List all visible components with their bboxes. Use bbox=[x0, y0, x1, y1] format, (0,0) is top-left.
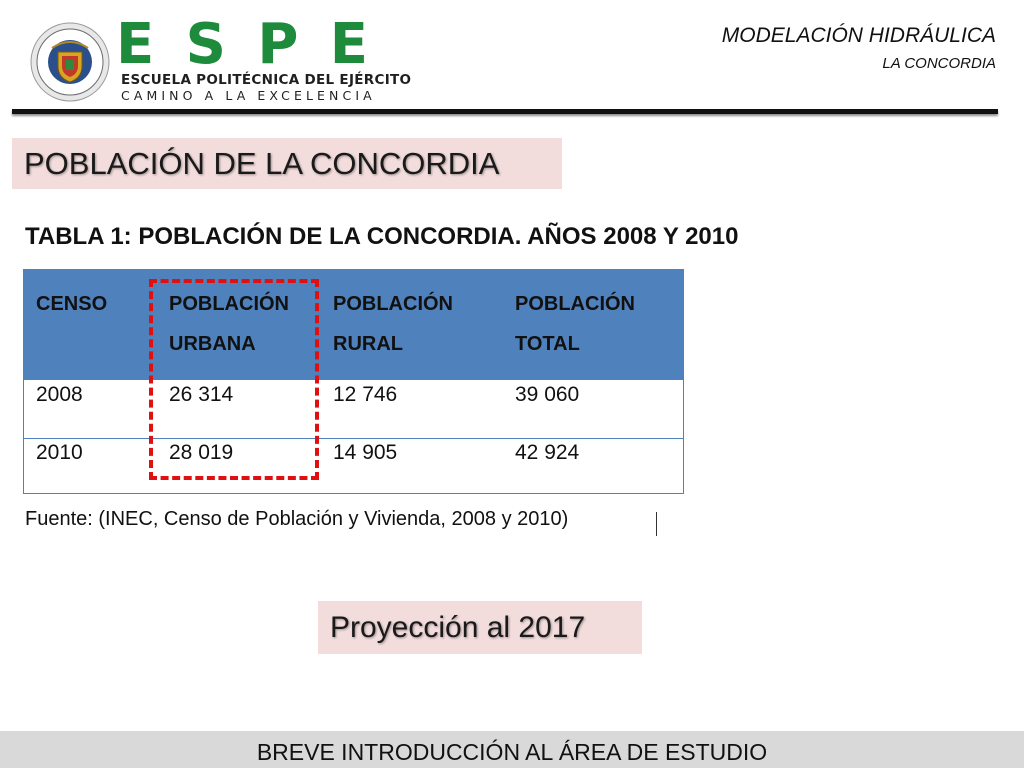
header-cell-line: RURAL bbox=[333, 333, 403, 355]
brand-letter: E bbox=[116, 12, 155, 77]
brand-letters: E S P E bbox=[116, 12, 368, 77]
table-cell: 39 060 bbox=[515, 383, 580, 406]
source-note: Fuente: (INEC, Censo de Población y Vivi… bbox=[25, 508, 569, 530]
header-cell-urbana: POBLACIÓN URBANA bbox=[169, 284, 289, 364]
brand-name: ESCUELA POLITÉCNICA DEL EJÉRCITO bbox=[121, 72, 412, 88]
table-cell: 12 746 bbox=[333, 383, 398, 406]
brand-letter: E bbox=[329, 12, 368, 77]
header-cell-line: CENSO bbox=[36, 293, 108, 315]
header-cell-total: POBLACIÓN TOTAL bbox=[515, 284, 635, 364]
institution-seal-icon bbox=[30, 22, 110, 102]
header-divider bbox=[12, 109, 998, 114]
projection-label: Proyección al 2017 bbox=[318, 601, 642, 654]
table-cell: 42 924 bbox=[515, 441, 580, 464]
table-cell: 26 314 bbox=[169, 383, 234, 406]
table-cell: 2010 bbox=[36, 441, 83, 464]
brand-motto: CAMINO A LA EXCELENCIA bbox=[121, 88, 376, 103]
section-title: POBLACIÓN DE LA CONCORDIA bbox=[12, 138, 562, 189]
course-title: MODELACIÓN HIDRÁULICA bbox=[721, 24, 996, 47]
text-cursor bbox=[656, 512, 657, 536]
table-cell: 14 905 bbox=[333, 441, 398, 464]
header-cell-line: URBANA bbox=[169, 333, 256, 355]
table-caption: TABLA 1: POBLACIÓN DE LA CONCORDIA. AÑOS… bbox=[25, 223, 739, 250]
brand-letter: S bbox=[185, 12, 226, 77]
urban-population-highlight bbox=[149, 279, 319, 480]
table-cell: 2008 bbox=[36, 383, 83, 406]
table-header-row bbox=[24, 270, 683, 380]
course-subtitle: LA CONCORDIA bbox=[882, 55, 996, 72]
header-cell-line: POBLACIÓN bbox=[169, 293, 289, 315]
table-cell: 28 019 bbox=[169, 441, 234, 464]
population-table: CENSO POBLACIÓN URBANA POBLACIÓN RURAL P… bbox=[23, 269, 684, 494]
row-divider bbox=[24, 438, 683, 439]
footer-bar: BREVE INTRODUCCIÓN AL ÁREA DE ESTUDIO bbox=[0, 731, 1024, 768]
header-cell-rural: POBLACIÓN RURAL bbox=[333, 284, 453, 364]
header-cell-line: POBLACIÓN bbox=[333, 293, 453, 315]
header-cell-censo: CENSO bbox=[36, 284, 107, 324]
brand-letter: P bbox=[257, 12, 299, 77]
header-cell-line: TOTAL bbox=[515, 333, 580, 355]
header-cell-line: POBLACIÓN bbox=[515, 293, 635, 315]
